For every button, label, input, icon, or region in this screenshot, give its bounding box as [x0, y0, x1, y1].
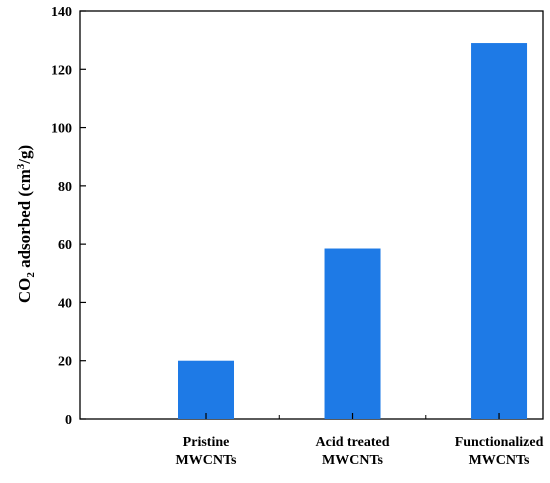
bars-group [178, 43, 528, 420]
y-axis-ticks: 0 20 40 60 80 100 120 140 [51, 5, 86, 428]
y-tick-label: 80 [58, 180, 72, 195]
x-tick-label: Pristine [183, 435, 230, 450]
y-axis-title: CO2 adsorbed (cm3/g) [15, 145, 37, 303]
x-tick-label: MWCNTs [469, 453, 530, 468]
x-axis-ticks: Pristine MWCNTs Acid treated MWCNTs Function… [176, 413, 544, 468]
x-tick-label: Acid treated [316, 435, 390, 450]
y-tick-label: 100 [51, 122, 72, 137]
y-tick-label: 40 [58, 296, 72, 311]
x-tick-label: Functionalized [455, 435, 544, 450]
x-tick-label: MWCNTs [322, 453, 383, 468]
y-tick-label: 140 [51, 5, 72, 20]
y-tick-label: 20 [58, 355, 72, 370]
y-tick-label: 60 [58, 238, 72, 253]
y-tick-label: 0 [65, 413, 72, 428]
bar [324, 248, 381, 419]
bar [471, 43, 528, 420]
plot-frame [79, 10, 544, 420]
bar [178, 360, 235, 419]
x-tick-label: MWCNTs [176, 453, 237, 468]
plot-border [79, 10, 544, 420]
y-tick-label: 120 [51, 63, 72, 78]
